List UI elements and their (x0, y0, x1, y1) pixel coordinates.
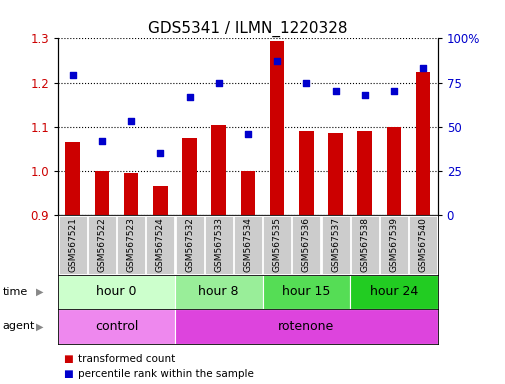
Text: control: control (95, 320, 138, 333)
Text: hour 0: hour 0 (96, 285, 136, 298)
Bar (233, 216, 262, 274)
Text: GSM567523: GSM567523 (126, 217, 135, 272)
Bar (357, 131, 371, 215)
Text: GSM567538: GSM567538 (360, 217, 369, 272)
Text: GSM567534: GSM567534 (243, 217, 252, 272)
Bar (205, 216, 232, 274)
Bar (240, 171, 255, 215)
Point (214, 79, 222, 86)
Text: GSM567535: GSM567535 (272, 217, 281, 272)
Text: hour 24: hour 24 (369, 285, 417, 298)
Bar (262, 275, 349, 309)
Bar (269, 41, 284, 215)
Text: ■: ■ (63, 369, 73, 379)
Bar (408, 216, 436, 274)
Text: GSM567539: GSM567539 (389, 217, 397, 272)
Point (243, 131, 251, 137)
Bar (292, 216, 320, 274)
Bar (321, 216, 349, 274)
Bar (379, 216, 407, 274)
Bar (328, 133, 342, 215)
Point (98, 138, 106, 144)
Text: ▶: ▶ (36, 287, 44, 297)
Bar (298, 131, 313, 215)
Point (360, 92, 368, 98)
Text: GSM567522: GSM567522 (97, 217, 106, 271)
Text: agent: agent (3, 321, 35, 331)
Bar (211, 124, 226, 215)
Text: ▶: ▶ (36, 321, 44, 331)
Bar (386, 127, 400, 215)
Text: transformed count: transformed count (78, 354, 175, 364)
Bar (175, 309, 437, 344)
Text: GSM567532: GSM567532 (185, 217, 194, 272)
Bar (59, 216, 87, 274)
Bar (349, 275, 437, 309)
Text: GSM567521: GSM567521 (68, 217, 77, 272)
Bar (94, 171, 109, 215)
Bar (146, 216, 174, 274)
Text: GSM567533: GSM567533 (214, 217, 223, 272)
Text: hour 8: hour 8 (198, 285, 238, 298)
Text: GSM567524: GSM567524 (156, 217, 165, 271)
Point (127, 118, 135, 124)
Bar (58, 275, 175, 309)
Text: GSM567536: GSM567536 (301, 217, 310, 272)
Bar (58, 309, 175, 344)
Bar (175, 216, 203, 274)
Bar (415, 71, 430, 215)
Point (301, 79, 310, 86)
Bar (153, 186, 167, 215)
Bar (124, 173, 138, 215)
Point (389, 88, 397, 94)
Title: GDS5341 / ILMN_1220328: GDS5341 / ILMN_1220328 (148, 21, 347, 37)
Bar (263, 216, 290, 274)
Bar (350, 216, 378, 274)
Text: percentile rank within the sample: percentile rank within the sample (78, 369, 254, 379)
Bar (65, 142, 80, 215)
Bar (182, 138, 196, 215)
Point (69, 73, 77, 79)
Text: GSM567537: GSM567537 (330, 217, 339, 272)
Text: ■: ■ (63, 354, 73, 364)
Point (156, 150, 164, 156)
Bar (117, 216, 145, 274)
Text: time: time (3, 287, 28, 297)
Point (273, 58, 281, 65)
Text: GSM567540: GSM567540 (418, 217, 427, 272)
Point (185, 94, 193, 100)
Point (418, 65, 426, 71)
Point (331, 88, 339, 94)
Bar (88, 216, 116, 274)
Text: hour 15: hour 15 (282, 285, 330, 298)
Bar (175, 275, 262, 309)
Text: rotenone: rotenone (278, 320, 334, 333)
